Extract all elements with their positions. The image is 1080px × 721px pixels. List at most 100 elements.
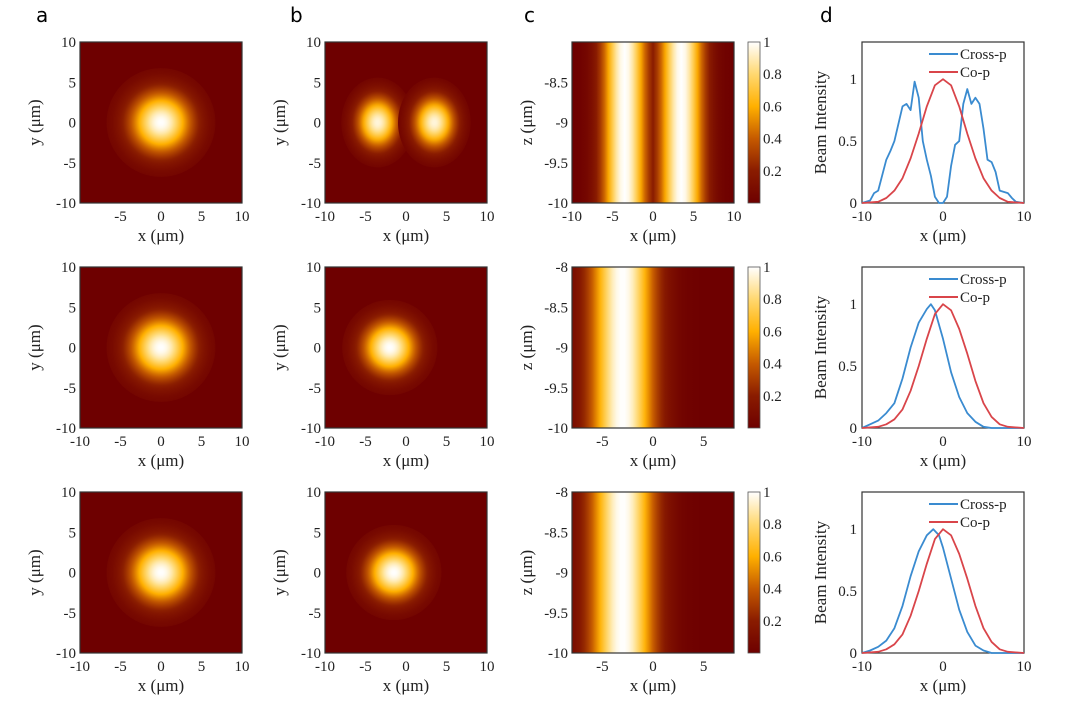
y-axis-label: Beam Intensity bbox=[811, 70, 830, 174]
y-tick-label: -10 bbox=[56, 646, 76, 662]
x-tick-label: 5 bbox=[700, 659, 708, 675]
subplot-b2: 10 5 0 -5 -10-10 -5 0 5 10 x (μm) y (μm) bbox=[270, 260, 495, 470]
line-co-p bbox=[861, 528, 1025, 654]
y-tick-label: -10 bbox=[301, 646, 321, 662]
legend-label: Co-p bbox=[960, 65, 990, 81]
y-tick-label: 5 bbox=[69, 300, 77, 316]
y-tick-label: 0 bbox=[314, 566, 322, 582]
y-tick-label: 1 bbox=[850, 72, 858, 88]
y-tick-label: -10 bbox=[56, 196, 76, 212]
x-tick-label: 0 bbox=[649, 434, 657, 450]
y-axis-label: y (μm) bbox=[25, 324, 44, 370]
y-tick-label: 5 bbox=[314, 75, 322, 91]
y-tick-label: 0 bbox=[314, 341, 322, 357]
y-tick-label: 0.5 bbox=[838, 584, 857, 600]
subplot-a1: 10 5 0 -5 -10 -5 0 5 10 x (μm) y (μm) bbox=[25, 35, 250, 245]
colorbar-tick-label: 0.6 bbox=[763, 549, 782, 565]
colorbar-tick-label: 0.6 bbox=[763, 324, 782, 340]
y-tick-label: -10 bbox=[548, 421, 568, 437]
x-tick-label: -10 bbox=[852, 209, 872, 225]
beam-spot bbox=[106, 68, 216, 177]
x-tick-label: -10 bbox=[315, 659, 335, 675]
axes-frame bbox=[861, 266, 1025, 429]
x-tick-label: -10 bbox=[562, 209, 582, 225]
x-tick-label: -5 bbox=[596, 659, 609, 675]
axes-frame bbox=[861, 41, 1025, 204]
y-tick-label: 5 bbox=[69, 75, 77, 91]
y-tick-label: 10 bbox=[306, 260, 321, 276]
subplot-b1: 10 5 0 -5 -10-10 -5 0 5 10 x (μm) y (μm) bbox=[270, 35, 495, 245]
colorbar-tick-label: 0.4 bbox=[763, 132, 782, 148]
x-tick-label: -10 bbox=[70, 434, 90, 450]
subplot-c3: -8 -8.5 -9 -9.5 -10 -5 0 5 x (μm) z (μm) 1 0.8 0.6 0.… bbox=[517, 485, 782, 695]
y-tick-label: -9 bbox=[556, 341, 569, 357]
y-tick-label: -10 bbox=[56, 421, 76, 437]
colorbar bbox=[747, 491, 761, 654]
y-tick-label: -9.5 bbox=[544, 381, 568, 397]
x-axis-label: x (μm) bbox=[383, 676, 429, 695]
legend-label: Cross-p bbox=[960, 497, 1007, 513]
x-axis-label: x (μm) bbox=[383, 226, 429, 245]
y-tick-label: 10 bbox=[306, 35, 321, 51]
x-tick-label: 0 bbox=[939, 209, 947, 225]
y-axis-label: y (μm) bbox=[270, 324, 289, 370]
y-tick-label: 0.5 bbox=[838, 359, 857, 375]
x-tick-label: 10 bbox=[235, 209, 250, 225]
subplot-d2: Cross-pCo-p10.50-10 0 10x (μm)Beam Intensi… bbox=[811, 266, 1032, 470]
y-tick-label: -5 bbox=[64, 381, 77, 397]
x-axis-label: x (μm) bbox=[383, 451, 429, 470]
colorbar-tick-label: 1 bbox=[763, 260, 771, 276]
x-tick-label: -10 bbox=[70, 659, 90, 675]
colorbar-tick-label: 1 bbox=[763, 35, 771, 51]
subplot-a2: 10 5 0 -5 -10-10 -5 0 5 10 x (μm) y (μm) bbox=[25, 260, 250, 470]
y-tick-label: 10 bbox=[61, 260, 76, 276]
x-tick-label: -5 bbox=[596, 434, 609, 450]
y-tick-label: 10 bbox=[61, 35, 76, 51]
colorbar-tick-label: 0.8 bbox=[763, 517, 782, 533]
legend-label: Cross-p bbox=[960, 272, 1007, 288]
axes-frame bbox=[571, 266, 735, 429]
x-tick-label: 10 bbox=[480, 659, 495, 675]
x-tick-label: 0 bbox=[157, 659, 165, 675]
beam-spot bbox=[106, 518, 216, 627]
legend-label: Co-p bbox=[960, 290, 990, 306]
x-tick-label: 0 bbox=[402, 209, 410, 225]
y-tick-label: 5 bbox=[69, 525, 77, 541]
y-tick-label: 5 bbox=[314, 300, 322, 316]
colorbar-tick-label: 0.8 bbox=[763, 292, 782, 308]
legend-label: Co-p bbox=[960, 515, 990, 531]
x-tick-label: 5 bbox=[198, 659, 206, 675]
x-tick-label: -10 bbox=[315, 434, 335, 450]
x-tick-label: 10 bbox=[480, 209, 495, 225]
line-cross-p bbox=[861, 303, 1024, 429]
x-tick-label: -5 bbox=[606, 209, 619, 225]
intensity-stripes bbox=[572, 267, 734, 428]
x-tick-label: 0 bbox=[402, 434, 410, 450]
colorbar-tick-label: 0.6 bbox=[763, 99, 782, 115]
y-tick-label: 0 bbox=[850, 421, 858, 437]
y-tick-label: 0.5 bbox=[838, 134, 857, 150]
x-tick-label: 10 bbox=[727, 209, 742, 225]
colorbar bbox=[747, 266, 761, 429]
beam-spot bbox=[342, 299, 438, 396]
y-axis-label: Beam Intensity bbox=[811, 520, 830, 624]
y-tick-label: -5 bbox=[309, 606, 322, 622]
beam-spot bbox=[106, 293, 216, 402]
y-axis-label: Beam Intensity bbox=[811, 295, 830, 399]
subplot-c2: -8 -8.5 -9 -9.5 -10 -5 0 5 x (μm) z (μm) 1 0.8 0.6 0.… bbox=[517, 260, 782, 470]
y-tick-label: 0 bbox=[69, 116, 77, 132]
x-tick-label: 0 bbox=[157, 434, 165, 450]
colorbar-tick-label: 0.2 bbox=[763, 614, 782, 630]
y-tick-label: -9.5 bbox=[544, 156, 568, 172]
colorbar-tick-label: 0.8 bbox=[763, 67, 782, 83]
subplot-d3: Cross-pCo-p10.50-10 0 10x (μm)Beam Intensi… bbox=[811, 491, 1032, 695]
x-tick-label: -10 bbox=[315, 209, 335, 225]
x-tick-label: -5 bbox=[359, 209, 372, 225]
y-tick-label: -10 bbox=[301, 196, 321, 212]
y-tick-label: 0 bbox=[850, 646, 858, 662]
y-axis-label: z (μm) bbox=[517, 100, 536, 145]
y-tick-label: 10 bbox=[306, 485, 321, 501]
colorbar-tick-label: 0.4 bbox=[763, 357, 782, 373]
axes-frame bbox=[571, 491, 735, 654]
